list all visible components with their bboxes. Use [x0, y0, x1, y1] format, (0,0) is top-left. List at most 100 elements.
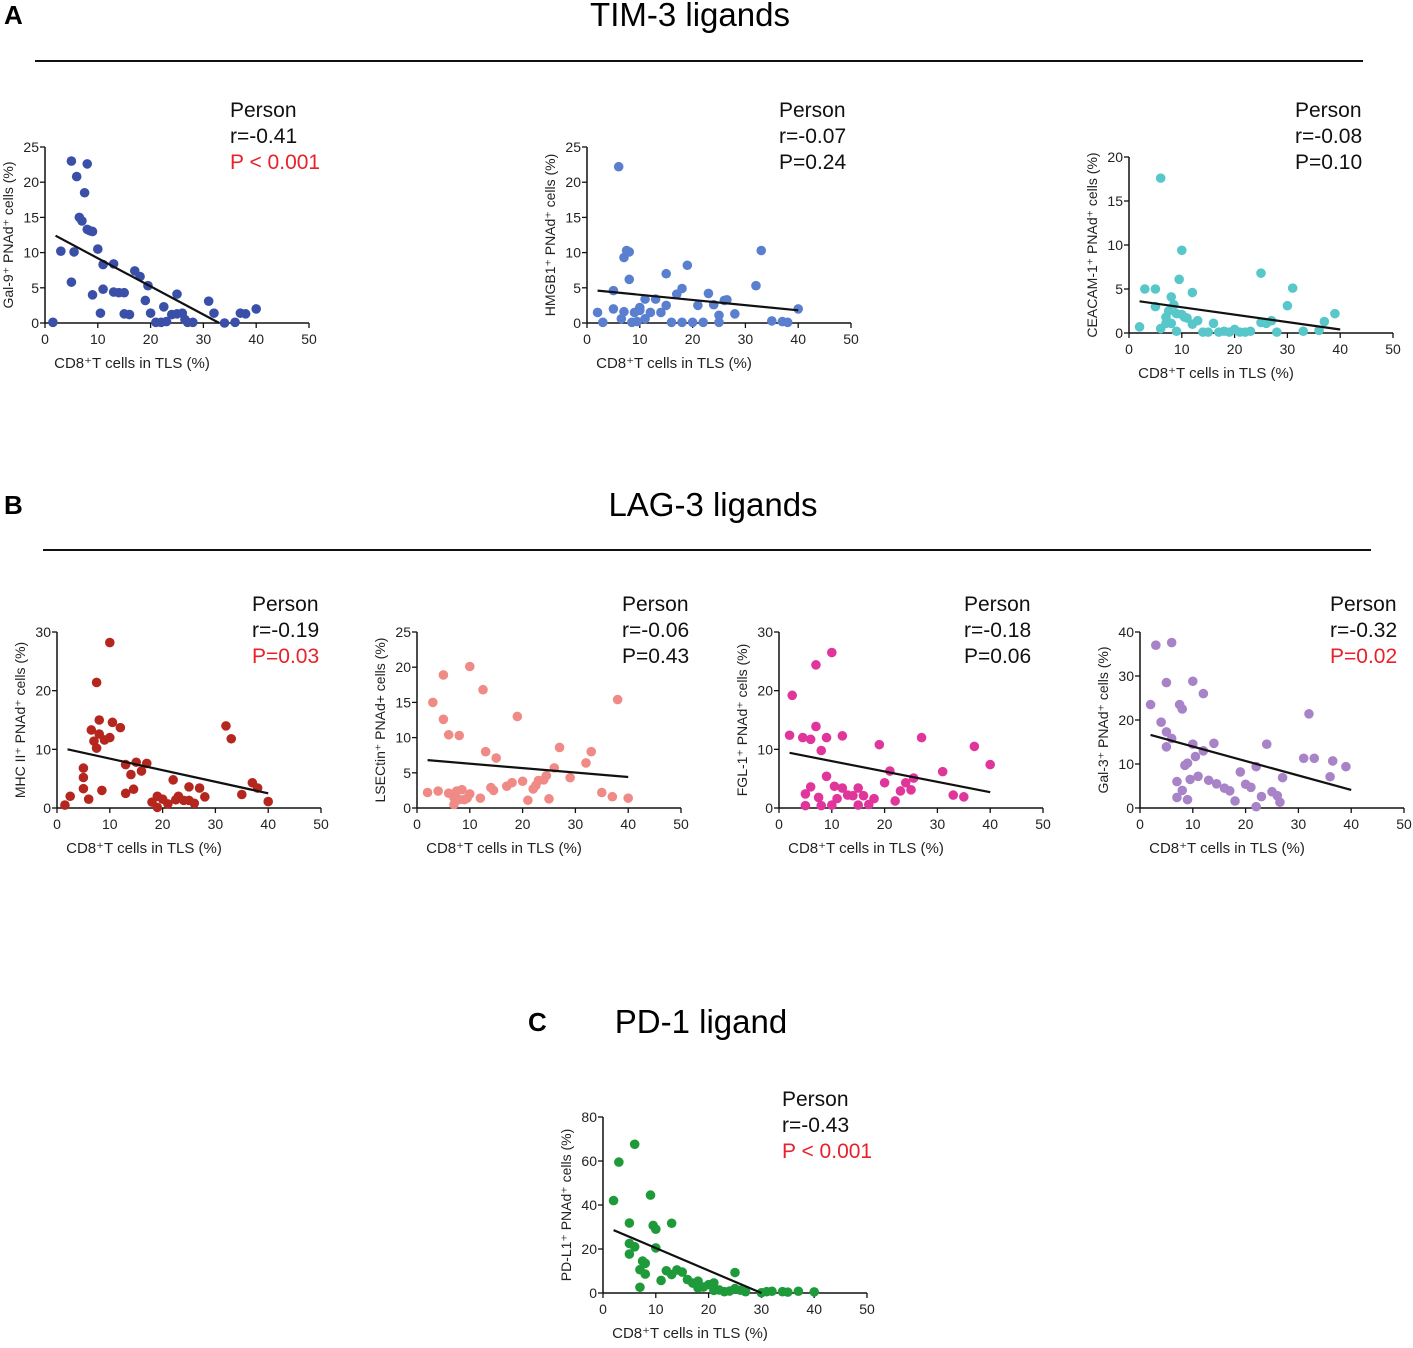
- data-point: [661, 300, 671, 311]
- y-tick-label: 15: [395, 694, 411, 710]
- stat-r-value: r=-0.18: [964, 619, 1031, 642]
- x-axis-label: CD8⁺T cells in TLS (%): [426, 840, 582, 857]
- x-tick-label: 10: [90, 331, 106, 347]
- data-point: [651, 1224, 661, 1234]
- section-title-b: LAG-3 ligands: [608, 486, 817, 523]
- x-tick-label: 20: [1238, 816, 1254, 832]
- data-point: [829, 781, 840, 792]
- data-point: [614, 1157, 624, 1167]
- data-point: [1188, 676, 1198, 687]
- stat-r-value: r=-0.19: [252, 619, 319, 642]
- data-point: [97, 785, 107, 796]
- data-point: [544, 794, 554, 804]
- x-tick-label: 30: [1291, 816, 1307, 832]
- data-point: [78, 783, 89, 794]
- x-tick-label: 0: [1125, 341, 1133, 357]
- data-point: [895, 786, 906, 796]
- y-axis-label: CEACAM-1⁺ PNAd⁺ cells (%): [1084, 152, 1100, 337]
- data-point: [756, 245, 767, 256]
- x-tick-label: 40: [620, 816, 636, 832]
- data-point: [465, 789, 475, 799]
- data-point: [709, 1278, 719, 1288]
- data-point: [1282, 300, 1293, 311]
- x-tick-label: 10: [632, 331, 648, 347]
- stat-method: Person: [779, 99, 846, 122]
- data-point: [454, 730, 465, 741]
- data-point: [1193, 771, 1203, 782]
- data-point: [767, 316, 777, 326]
- y-tick-label: 5: [31, 280, 39, 296]
- data-point: [821, 771, 832, 782]
- data-point: [1185, 774, 1195, 785]
- y-axis-label: Gal-3⁺ PNAd⁺ cells (%): [1095, 646, 1111, 793]
- data-point: [86, 725, 97, 735]
- stat-method: Person: [1295, 99, 1362, 122]
- data-point: [874, 739, 885, 750]
- data-point: [813, 792, 824, 803]
- y-tick-label: 0: [403, 800, 411, 816]
- data-point: [793, 1286, 804, 1297]
- data-point: [624, 274, 635, 285]
- data-point: [438, 670, 449, 680]
- x-tick-label: 20: [701, 1301, 717, 1317]
- data-point: [661, 268, 671, 279]
- y-tick-label: 5: [573, 280, 581, 296]
- data-point: [478, 684, 488, 695]
- data-point: [837, 783, 848, 793]
- data-point: [422, 787, 433, 798]
- data-point: [438, 714, 449, 725]
- data-point: [959, 792, 969, 802]
- data-point: [184, 782, 194, 792]
- data-point: [82, 159, 93, 169]
- data-point: [656, 307, 666, 318]
- y-tick-label: 10: [35, 741, 51, 757]
- data-point: [93, 244, 103, 254]
- y-axis-label: LSECtin⁺ PNAd+ cells (%): [372, 638, 388, 803]
- data-point: [65, 791, 75, 802]
- data-point: [592, 307, 603, 318]
- data-point: [443, 729, 454, 740]
- x-tick-label: 0: [413, 816, 421, 832]
- stat-r-value: r=-0.32: [1330, 619, 1397, 642]
- y-tick-label: 0: [31, 315, 39, 331]
- x-tick-label: 30: [208, 816, 224, 832]
- data-point: [189, 798, 200, 809]
- data-point: [251, 304, 261, 314]
- data-point: [79, 187, 90, 198]
- data-point: [677, 317, 687, 328]
- data-point: [48, 317, 58, 328]
- data-point: [1272, 327, 1282, 337]
- data-point: [969, 741, 980, 752]
- y-tick-label: 20: [23, 174, 39, 190]
- data-point: [629, 1242, 640, 1252]
- data-point: [1134, 322, 1145, 332]
- stat-p-value: P=0.43: [622, 645, 689, 668]
- data-point: [879, 777, 890, 788]
- x-tick-label: 40: [248, 331, 264, 347]
- data-point: [145, 308, 156, 318]
- stat-p-value: P=0.02: [1330, 645, 1397, 668]
- data-point: [1150, 284, 1161, 294]
- data-point: [128, 784, 139, 795]
- x-tick-label: 20: [877, 816, 893, 832]
- y-tick-label: 20: [1118, 712, 1134, 728]
- chart-gal3: 0 10 20 30 40 50 0 10 20 30 40 CD8⁺T cells in TLS (…: [1095, 593, 1412, 857]
- data-point: [433, 786, 443, 796]
- data-point: [645, 307, 656, 318]
- data-point: [1261, 739, 1272, 749]
- data-point: [714, 317, 724, 328]
- panel-letter-b: B: [4, 490, 23, 520]
- data-point: [1151, 640, 1161, 650]
- data-point: [1198, 688, 1209, 699]
- y-tick-label: 10: [757, 741, 773, 757]
- data-point: [136, 766, 147, 776]
- data-point: [783, 1287, 793, 1297]
- data-point: [87, 290, 98, 300]
- data-point: [832, 793, 842, 804]
- data-point: [848, 790, 858, 801]
- x-tick-label: 30: [1280, 341, 1296, 357]
- x-tick-label: 30: [568, 816, 584, 832]
- x-tick-label: 20: [685, 331, 701, 347]
- data-point: [827, 800, 837, 810]
- data-point: [66, 277, 77, 287]
